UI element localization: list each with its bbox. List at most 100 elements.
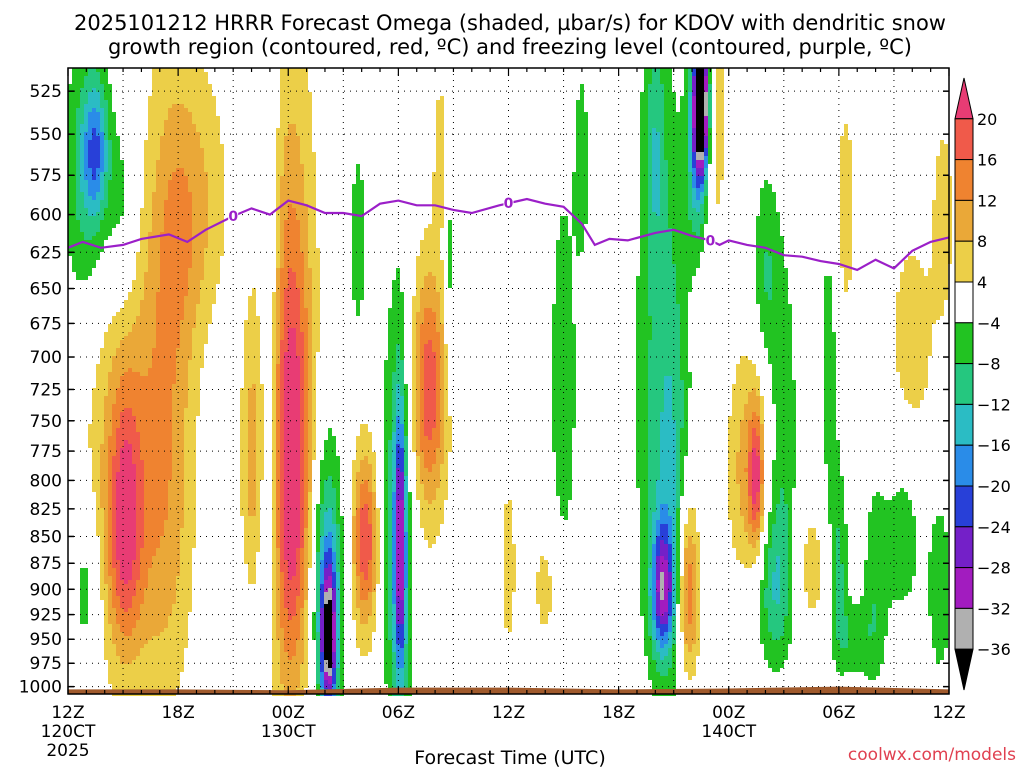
- omega-cell: [684, 200, 688, 204]
- omega-cell: [212, 236, 216, 240]
- omega-cell: [176, 76, 180, 80]
- omega-cell: [96, 212, 100, 216]
- omega-cell: [680, 320, 684, 324]
- omega-cell: [708, 104, 712, 108]
- omega-cell: [104, 236, 108, 240]
- omega-cell: [768, 200, 772, 204]
- omega-cell: [176, 248, 180, 252]
- omega-cell: [940, 292, 944, 296]
- omega-cell: [656, 264, 660, 268]
- omega-cell: [928, 296, 932, 300]
- omega-cell: [916, 320, 920, 324]
- omega-cell: [196, 240, 200, 244]
- omega-cell: [400, 296, 404, 300]
- omega-cell: [564, 232, 568, 236]
- omega-cell: [780, 244, 784, 248]
- omega-cell: [276, 164, 280, 168]
- omega-cell: [840, 232, 844, 236]
- omega-cell: [692, 196, 696, 200]
- omega-cell: [576, 144, 580, 148]
- omega-cell: [280, 72, 284, 76]
- omega-cell: [212, 136, 216, 140]
- omega-cell: [188, 196, 192, 200]
- omega-cell: [652, 268, 656, 272]
- omega-cell: [280, 76, 284, 80]
- omega-cell: [576, 208, 580, 212]
- omega-cell: [172, 100, 176, 104]
- omega-cell: [172, 276, 176, 280]
- omega-cell: [716, 104, 720, 108]
- omega-cell: [928, 324, 932, 328]
- omega-cell: [692, 156, 696, 160]
- omega-cell: [704, 84, 708, 88]
- omega-cell: [676, 280, 680, 284]
- omega-cell: [948, 200, 952, 204]
- omega-cell: [148, 112, 152, 116]
- omega-cell: [108, 188, 112, 192]
- omega-cell: [108, 128, 112, 132]
- omega-cell: [392, 300, 396, 304]
- omega-cell: [640, 168, 644, 172]
- omega-cell: [908, 288, 912, 292]
- omega-cell: [220, 208, 224, 212]
- omega-cell: [684, 316, 688, 320]
- omega-cell: [208, 256, 212, 260]
- omega-cell: [204, 296, 208, 300]
- omega-cell: [848, 248, 852, 252]
- omega-cell: [436, 112, 440, 116]
- omega-cell: [296, 316, 300, 320]
- omega-cell: [80, 248, 84, 252]
- omega-cell: [292, 288, 296, 292]
- omega-cell: [88, 156, 92, 160]
- omega-cell: [648, 180, 652, 184]
- omega-cell: [772, 264, 776, 268]
- omega-cell: [580, 148, 584, 152]
- omega-cell: [296, 100, 300, 104]
- omega-cell: [120, 164, 124, 168]
- omega-cell: [284, 288, 288, 292]
- omega-cell: [764, 208, 768, 212]
- omega-cell: [284, 316, 288, 320]
- omega-cell: [208, 116, 212, 120]
- omega-cell: [304, 240, 308, 244]
- omega-cell: [848, 160, 852, 164]
- omega-cell: [708, 92, 712, 96]
- omega-cell: [316, 312, 320, 316]
- omega-cell: [704, 164, 708, 168]
- omega-cell: [312, 236, 316, 240]
- omega-cell: [76, 244, 80, 248]
- omega-cell: [584, 172, 588, 176]
- omega-cell: [288, 120, 292, 124]
- omega-cell: [396, 328, 400, 332]
- omega-cell: [108, 324, 112, 328]
- omega-cell: [156, 212, 160, 216]
- omega-cell: [156, 172, 160, 176]
- omega-cell: [440, 96, 444, 100]
- omega-cell: [88, 244, 92, 248]
- omega-cell: [940, 244, 944, 248]
- omega-cell: [392, 308, 396, 312]
- omega-cell: [432, 192, 436, 196]
- omega-cell: [100, 216, 104, 220]
- omega-cell: [152, 200, 156, 204]
- omega-cell: [688, 212, 692, 216]
- omega-cell: [672, 116, 676, 120]
- omega-cell: [284, 180, 288, 184]
- omega-cell: [288, 220, 292, 224]
- omega-cell: [208, 240, 212, 244]
- omega-cell: [768, 280, 772, 284]
- omega-cell: [188, 304, 192, 308]
- omega-cell: [136, 256, 140, 260]
- omega-cell: [164, 328, 168, 332]
- omega-cell: [680, 148, 684, 152]
- omega-cell: [720, 168, 724, 172]
- omega-cell: [172, 68, 176, 72]
- omega-cell: [212, 252, 216, 256]
- omega-cell: [568, 280, 572, 284]
- omega-cell: [196, 252, 200, 256]
- omega-cell: [160, 276, 164, 280]
- omega-cell: [700, 216, 704, 220]
- omega-cell: [656, 128, 660, 132]
- omega-cell: [312, 200, 316, 204]
- omega-cell: [428, 240, 432, 244]
